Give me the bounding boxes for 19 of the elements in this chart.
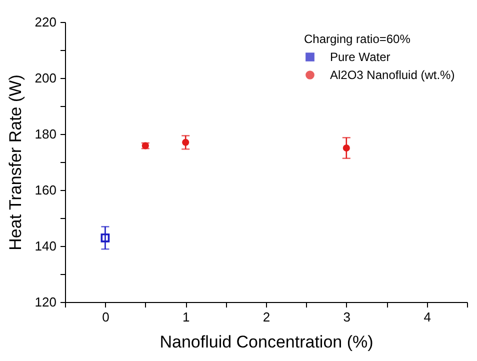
- point: [100, 233, 110, 242]
- x-tick-label: 3: [343, 310, 351, 324]
- x-tick-label: 0: [102, 310, 110, 324]
- legend-label: Pure Water: [330, 50, 390, 64]
- y-tick-label: 200: [34, 70, 56, 86]
- x-tick-label: 2: [262, 310, 270, 324]
- point: [342, 144, 350, 152]
- y-tick-label: 160: [34, 182, 56, 198]
- legend-title: Charging ratio=60%: [304, 32, 411, 46]
- legend-label: Al2O3 Nanofluid (wt.%): [330, 68, 455, 82]
- point: [182, 138, 190, 146]
- y-axis-title: Heat Transfer Rate (W): [6, 74, 25, 250]
- y-tick-label: 120: [34, 294, 56, 310]
- y-tick-label: 180: [34, 126, 56, 142]
- y-tick-label: 220: [34, 14, 56, 30]
- x-tick-label: 4: [424, 310, 431, 324]
- x-tick-label: 1: [182, 310, 190, 324]
- y-tick-label: 140: [34, 238, 56, 254]
- x-axis-title: Nanofluid Concentration (%): [160, 332, 374, 352]
